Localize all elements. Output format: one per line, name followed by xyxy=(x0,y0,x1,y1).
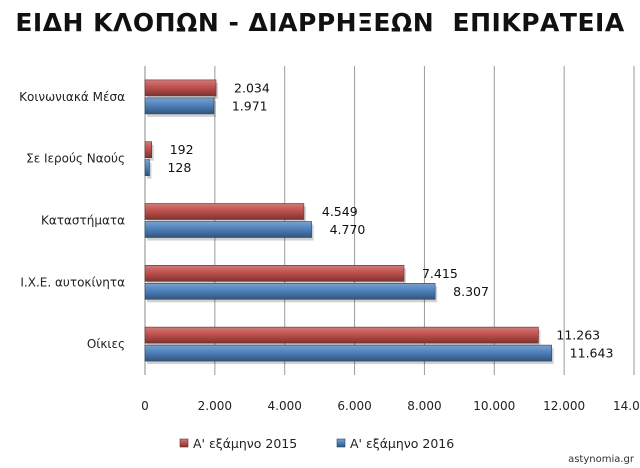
legend-swatch xyxy=(179,438,189,448)
x-tick-label: 0 xyxy=(141,399,149,413)
bar xyxy=(144,282,436,300)
data-label: 128 xyxy=(167,160,191,175)
data-label: 1.971 xyxy=(232,98,268,113)
legend-label: Α' εξάμηνο 2016 xyxy=(350,436,454,451)
bar xyxy=(144,326,539,344)
bar xyxy=(144,159,150,176)
data-label: 4.549 xyxy=(322,204,358,219)
legend-swatch xyxy=(336,438,346,448)
bar xyxy=(144,79,217,97)
data-label: 4.770 xyxy=(330,222,366,237)
bar xyxy=(144,264,405,282)
bar xyxy=(144,203,305,220)
x-tick-label: 14.000 xyxy=(613,399,640,413)
x-tick-label: 10.000 xyxy=(473,399,515,413)
bar xyxy=(144,221,312,238)
legend-label: Α' εξάμηνο 2015 xyxy=(193,436,297,451)
x-tick-label: 6.000 xyxy=(337,399,371,413)
bar xyxy=(144,97,215,115)
bar xyxy=(144,344,552,362)
data-label: 8.307 xyxy=(453,284,489,299)
source-credit: astynomia.gr xyxy=(568,454,634,465)
x-tick-label: 4.000 xyxy=(268,399,302,413)
x-tick-label: 8.000 xyxy=(407,399,441,413)
category-label: Ι.Χ.Ε. αυτοκίνητα xyxy=(20,275,125,289)
category-label: Οίκιες xyxy=(87,337,125,351)
data-label: 11.643 xyxy=(570,346,614,361)
data-label: 7.415 xyxy=(422,266,458,281)
data-label: 192 xyxy=(170,142,194,157)
category-label: Σε Ιερούς Ναούς xyxy=(26,152,125,166)
chart-title: ΕΙΔΗ ΚΛΟΠΩΝ - ΔΙΑΡΡΗΞΕΩΝ ΕΠΙΚΡΑΤΕΙΑ xyxy=(15,8,625,37)
category-label: Καταστήματα xyxy=(41,214,125,228)
bar xyxy=(144,141,153,158)
data-label: 2.034 xyxy=(234,80,270,95)
data-label: 11.263 xyxy=(556,328,600,343)
category-label: Κοινωνιακά Μέσα xyxy=(19,90,125,104)
x-tick-label: 12.000 xyxy=(543,399,585,413)
x-tick-label: 2.000 xyxy=(198,399,232,413)
